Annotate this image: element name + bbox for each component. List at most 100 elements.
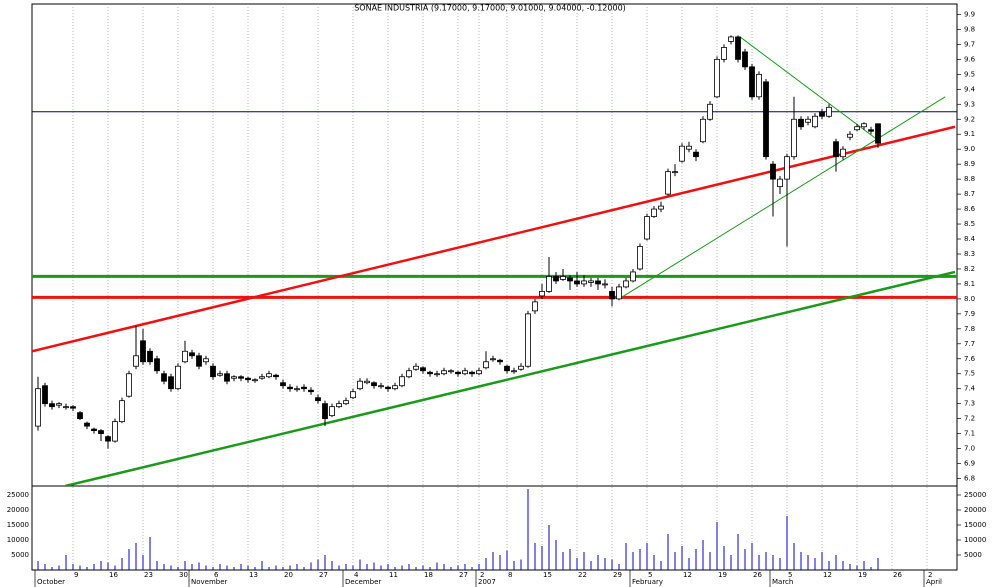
candle-body	[504, 365, 510, 372]
x-tick-label: 2	[480, 571, 484, 579]
candle-body	[861, 123, 867, 128]
y-tick-label: 8.5	[964, 220, 975, 228]
x-tick-label: 9	[74, 571, 78, 579]
y-tick-label: 7.1	[964, 430, 975, 438]
candle-body	[448, 370, 454, 373]
candle-body	[350, 391, 356, 399]
x-tick-label: 5	[788, 571, 792, 579]
y-tick-label: 9.0	[964, 145, 975, 153]
candle-body	[532, 301, 538, 312]
y-tick-label: 7.0	[964, 445, 975, 453]
candle-body	[455, 371, 461, 375]
candle-body	[595, 280, 601, 285]
candle-body	[147, 350, 153, 363]
y-tick-label: 8.6	[964, 205, 976, 213]
candle-body	[798, 118, 804, 128]
candle-body	[287, 386, 293, 390]
x-tick-label: 23	[144, 571, 153, 579]
candle-body	[343, 400, 349, 405]
x-tick-label: 27	[319, 571, 328, 579]
candle-body	[175, 365, 181, 390]
candle-body	[196, 355, 202, 367]
candle-body	[721, 47, 727, 60]
candle-body	[791, 118, 797, 158]
volume-tick-label: 5000	[964, 551, 982, 559]
candle-body	[413, 365, 419, 370]
candle-body	[693, 151, 699, 158]
candle-body	[189, 352, 195, 357]
y-tick-label: 7.5	[964, 370, 975, 378]
candle-body	[49, 403, 55, 408]
y-tick-label: 9.2	[964, 115, 975, 123]
candle-body	[315, 397, 321, 402]
candle-body	[672, 171, 678, 174]
volume-tick-label: 10000	[964, 536, 986, 544]
candle-body	[322, 403, 328, 420]
candle-body	[735, 36, 741, 60]
candle-body	[462, 370, 468, 375]
candle-body	[518, 365, 524, 370]
x-tick-label: 18	[424, 571, 433, 579]
candle-body	[364, 380, 370, 384]
candle-body	[420, 367, 426, 372]
candle-body	[161, 373, 167, 382]
y-tick-label: 6.8	[964, 475, 975, 483]
candle-body	[476, 370, 482, 375]
candle-body	[553, 276, 559, 282]
x-tick-label: 15	[543, 571, 552, 579]
candle-body	[658, 205, 664, 210]
candle-body	[427, 371, 433, 375]
candle-body	[868, 129, 874, 132]
x-tick-label: 27	[459, 571, 468, 579]
x-tick-label: 8	[508, 571, 512, 579]
candle-body	[644, 216, 650, 240]
y-tick-label: 9.6	[964, 55, 976, 63]
candle-body	[805, 118, 811, 123]
chart-title: SONAE INDUSTRIA (9.17000, 9.17000, 9.010…	[354, 4, 626, 13]
y-tick-label: 8.2	[964, 265, 975, 273]
y-tick-label: 7.7	[964, 340, 975, 348]
volume-tick-label: 20000	[7, 506, 29, 514]
candle-body	[273, 374, 279, 378]
month-label: December	[345, 578, 381, 586]
candle-body	[630, 271, 636, 282]
y-tick-label: 8.0	[964, 295, 975, 303]
candle-body	[623, 280, 629, 288]
candle-body	[574, 280, 580, 285]
volume-tick-label: 15000	[964, 521, 986, 529]
y-tick-label: 7.8	[964, 325, 975, 333]
candle-body	[441, 370, 447, 375]
candle-body	[602, 283, 608, 286]
candle-body	[511, 370, 517, 373]
candle-body	[728, 36, 734, 42]
y-tick-label: 6.9	[964, 460, 975, 468]
candle-body	[42, 385, 48, 405]
y-tick-label: 8.1	[964, 280, 975, 288]
candle-body	[168, 376, 174, 390]
x-tick-label: 5	[648, 571, 652, 579]
month-label: February	[632, 578, 663, 586]
trendline	[65, 270, 956, 486]
x-tick-label: 4	[354, 571, 359, 579]
y-tick-label: 7.9	[964, 310, 975, 318]
y-tick-label: 9.1	[964, 130, 975, 138]
candle-body	[812, 115, 818, 128]
trendline	[618, 96, 946, 300]
x-tick-label: 19	[718, 571, 727, 579]
volume-tick-label: 20000	[964, 506, 986, 514]
y-tick-label: 7.2	[964, 415, 975, 423]
candle-body	[294, 388, 300, 391]
trendline	[32, 125, 956, 353]
candle-body	[469, 371, 475, 375]
candle-body	[686, 145, 692, 150]
candle-body	[245, 377, 251, 381]
candle-body	[819, 111, 825, 117]
candle-body	[266, 373, 272, 378]
candle-body	[182, 350, 188, 363]
y-tick-label: 7.3	[964, 400, 975, 408]
candle-body	[371, 382, 377, 387]
candle-body	[105, 436, 111, 442]
